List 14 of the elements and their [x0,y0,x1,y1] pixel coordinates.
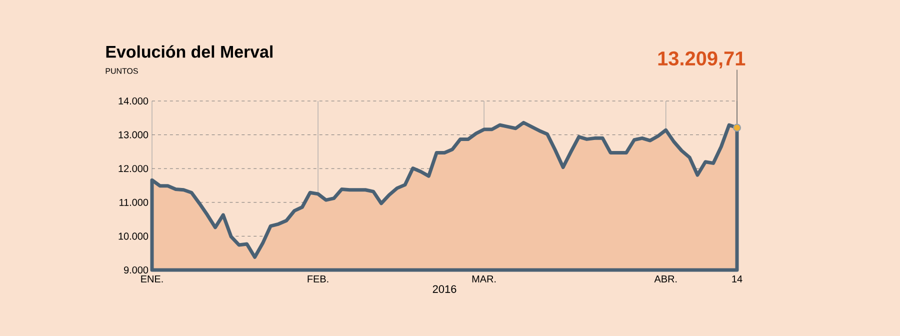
y-tick-label: 10.000 [118,232,148,240]
x-tick-label: 14 [732,276,742,282]
x-tick-label: ABR. [654,276,677,282]
y-tick-label: 12.000 [118,165,148,172]
y-tick-label: 9.000 [124,266,148,274]
x-tick-label: MAR. [472,276,496,282]
x-tick-label: FEB. [308,276,328,282]
annotation: 13.209,71 [658,51,746,68]
chart-title: Evolución del Merval [106,45,272,58]
y-tick-label: 14.000 [118,97,148,105]
y-tick-label: 11.000 [120,198,148,206]
x-tick-label: ENE. [141,276,163,282]
y-tick-label: 13.000 [118,131,148,138]
x-axis-title: 2016 [432,285,456,293]
